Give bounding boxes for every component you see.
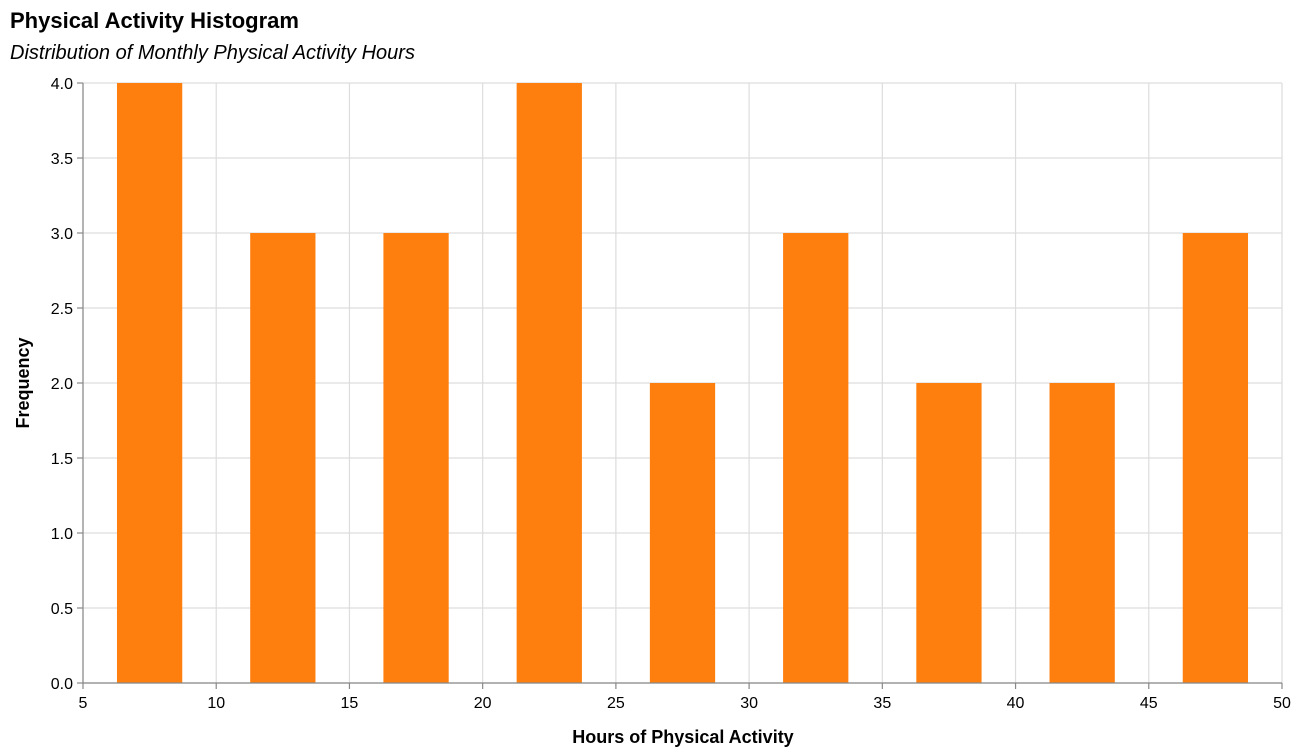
y-tick-label: 4.0	[51, 76, 73, 93]
y-tick-label: 1.0	[51, 526, 73, 543]
histogram-bar	[649, 383, 716, 683]
bars	[116, 83, 1249, 683]
chart-title: Physical Activity Histogram	[10, 8, 299, 33]
x-axis-title: Hours of Physical Activity	[572, 727, 793, 747]
x-tick-label: 20	[474, 695, 492, 712]
y-tick-label: 3.0	[51, 226, 73, 243]
histogram-bar	[516, 83, 582, 683]
histogram-bar	[250, 233, 316, 683]
histogram-bar	[916, 383, 982, 683]
axes: 0.0 0.5 1.0 1.5 2.0 2.5 3.0 3.5 4.0 5 10 15 20 25 30 35…	[51, 76, 1291, 712]
y-tick-label: 0.0	[51, 676, 73, 693]
histogram-bar	[1049, 383, 1115, 683]
histogram-bar	[783, 233, 849, 683]
x-tick-label: 45	[1140, 695, 1158, 712]
x-tick-label: 25	[607, 695, 625, 712]
histogram-bar	[116, 83, 183, 683]
y-tick-label: 3.5	[51, 151, 73, 168]
histogram-bar	[383, 233, 449, 683]
histogram-bar	[1182, 233, 1249, 683]
y-axis-title: Frequency	[13, 337, 33, 428]
y-tick-label: 0.5	[51, 601, 73, 618]
y-tick-label: 2.0	[51, 376, 73, 393]
x-tick-label: 35	[873, 695, 891, 712]
x-tick-label: 10	[207, 695, 225, 712]
x-tick-label: 50	[1273, 695, 1291, 712]
x-tick-label: 40	[1007, 695, 1025, 712]
x-tick-label: 15	[341, 695, 359, 712]
x-tick-label: 5	[79, 695, 88, 712]
chart-subtitle: Distribution of Monthly Physical Activit…	[10, 42, 415, 64]
y-tick-label: 1.5	[51, 451, 73, 468]
y-tick-label: 2.5	[51, 301, 73, 318]
x-tick-label: 30	[740, 695, 758, 712]
